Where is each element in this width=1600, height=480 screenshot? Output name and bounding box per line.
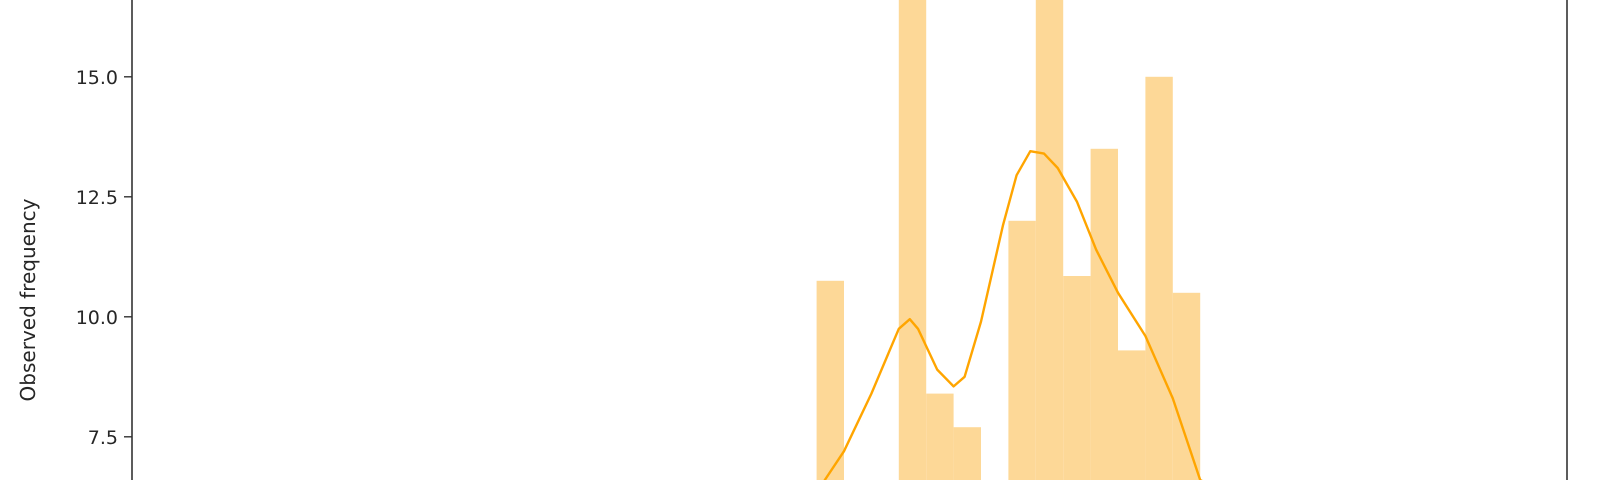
plot-background	[132, 0, 1568, 480]
y-axis-ticks: 7.5 10.0 12.5 15.0	[76, 67, 132, 449]
y-tick-label: 15.0	[76, 67, 118, 89]
y-tick-label: 7.5	[88, 427, 118, 449]
histogram-bar	[953, 427, 981, 480]
histogram-bar	[1063, 276, 1091, 480]
histogram-bar	[898, 0, 927, 480]
histogram-bar	[1172, 292, 1201, 480]
histogram-bar	[1008, 220, 1036, 480]
histogram-bar	[926, 393, 954, 480]
y-tick-label: 10.0	[76, 307, 118, 329]
histogram-bar	[1145, 76, 1173, 480]
y-axis-label: Observed frequency	[16, 198, 40, 401]
histogram-bar	[1090, 148, 1118, 480]
y-tick-label: 12.5	[76, 187, 118, 209]
histogram-bars	[816, 0, 1201, 480]
histogram-bar	[1118, 350, 1146, 480]
histogram-bar	[816, 280, 844, 480]
histogram-bar	[1035, 0, 1064, 480]
density-curve	[823, 149, 1203, 480]
